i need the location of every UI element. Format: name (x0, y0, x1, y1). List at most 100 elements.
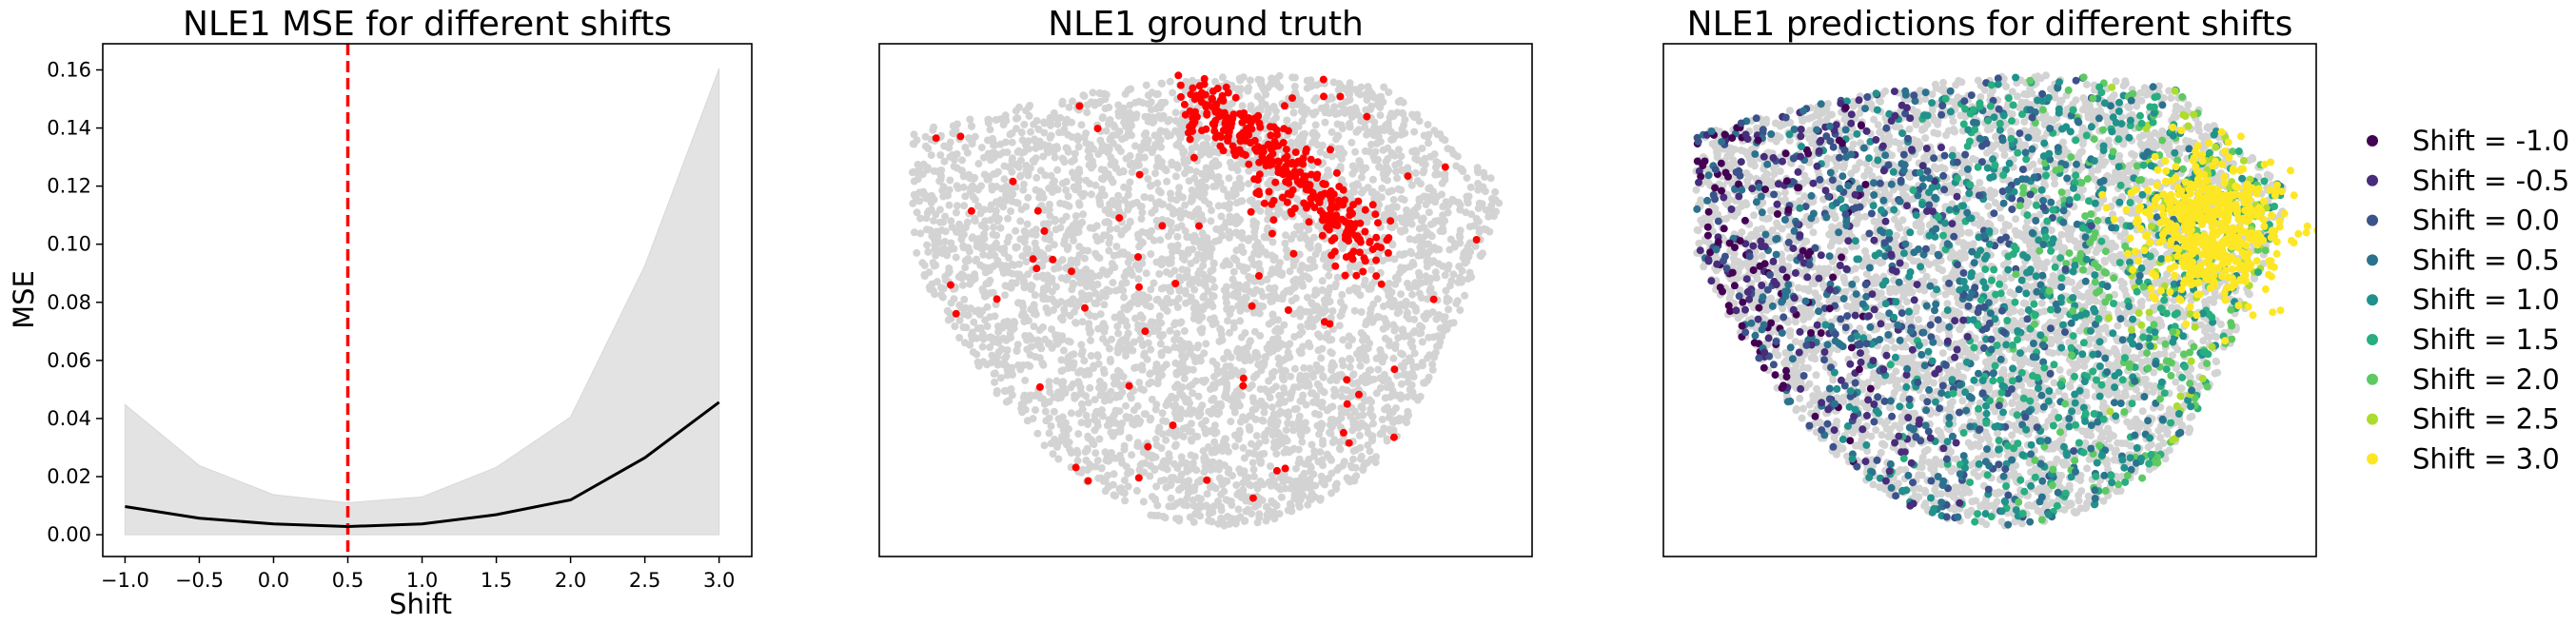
embedding-point (1439, 203, 1447, 211)
embedding-point (1425, 208, 1433, 217)
embedding-point (1163, 465, 1171, 474)
highlighted-point (967, 206, 975, 215)
embedding-point (1044, 244, 1052, 252)
embedding-point (1223, 305, 1231, 313)
embedding-point (1099, 335, 1107, 343)
x-tick-label: 3.0 (703, 569, 735, 592)
highlighted-point (1321, 189, 1328, 198)
embedding-point (1217, 330, 1226, 339)
embedding-point (1431, 268, 1440, 277)
embedding-point (1218, 443, 1227, 452)
embedding-point (953, 182, 961, 190)
embedding-point (1062, 300, 1071, 308)
embedding-point (1094, 324, 1103, 333)
embedding-point (1104, 170, 1112, 179)
embedding-point (1291, 73, 1299, 82)
embedding-point (1147, 250, 1155, 259)
embedding-point (1348, 162, 1357, 170)
embedding-point (1416, 322, 1425, 330)
highlighted-point (1255, 158, 1264, 166)
embedding-point (1347, 461, 1355, 470)
embedding-point (1131, 113, 1140, 122)
embedding-point (1368, 318, 1377, 326)
highlighted-point (1298, 156, 1306, 165)
embedding-point (1166, 326, 1174, 335)
embedding-point (1426, 247, 1434, 256)
embedding-point (970, 318, 978, 326)
embedding-point (1237, 85, 1245, 93)
highlighted-point (1075, 102, 1084, 110)
embedding-point (1105, 456, 1113, 464)
embedding-point (1415, 197, 1424, 205)
embedding-point (1080, 189, 1089, 198)
embedding-point (1200, 251, 1208, 260)
embedding-point (1238, 102, 1247, 110)
embedding-point (1199, 270, 1208, 279)
embedding-point (1209, 265, 1217, 274)
embedding-point (1329, 78, 1338, 87)
embedding-point (1324, 166, 1332, 174)
embedding-point (1340, 458, 1348, 466)
embedding-point (1095, 435, 1104, 443)
x-tick-label: 0.0 (258, 569, 289, 592)
highlighted-point (1211, 116, 1220, 125)
embedding-point (1321, 300, 1329, 308)
embedding-point (994, 327, 1003, 336)
embedding-point (1368, 432, 1377, 440)
embedding-point (937, 283, 945, 292)
embedding-point (1332, 485, 1341, 493)
embedding-point (1071, 149, 1079, 158)
highlighted-point (1093, 125, 1102, 133)
embedding-point (1279, 384, 1288, 392)
embedding-point (1456, 233, 1465, 242)
embedding-point (1327, 403, 1335, 412)
embedding-point (1268, 510, 1276, 518)
embedding-point (1366, 447, 1374, 456)
embedding-point (1312, 361, 1321, 369)
embedding-point (1053, 120, 1062, 128)
highlighted-point (1191, 107, 1199, 116)
embedding-point (1399, 98, 1407, 107)
embedding-point (1336, 163, 1345, 171)
embedding-point (1059, 378, 1068, 386)
embedding-point (1314, 245, 1323, 254)
embedding-point (1153, 179, 1162, 187)
embedding-point (1002, 352, 1011, 361)
highlighted-point (1313, 170, 1322, 179)
embedding-point (915, 197, 924, 205)
embedding-point (1091, 411, 1099, 420)
embedding-point (1389, 419, 1397, 427)
embedding-point (1408, 258, 1417, 266)
embedding-point (1143, 449, 1151, 458)
embedding-point (1220, 366, 1228, 375)
embedding-point (1366, 147, 1373, 156)
embedding-point (1123, 414, 1131, 422)
embedding-point (1152, 482, 1161, 491)
embedding-point (1079, 210, 1088, 219)
embedding-point (1197, 328, 1206, 337)
highlighted-point (1343, 376, 1351, 384)
embedding-point (1404, 213, 1412, 222)
embedding-point (1365, 127, 1372, 136)
embedding-point (1140, 130, 1149, 139)
highlighted-point (1274, 142, 1283, 150)
embedding-point (1057, 356, 1066, 364)
embedding-point (1289, 426, 1298, 435)
embedding-point (1358, 188, 1366, 197)
embedding-point (1217, 212, 1226, 221)
embedding-point (1247, 105, 1255, 113)
embedding-point (1229, 254, 1238, 263)
embedding-point (1224, 317, 1231, 325)
embedding-point (985, 115, 993, 124)
embedding-point (1182, 299, 1190, 307)
highlighted-point (1289, 249, 1298, 258)
embedding-point (1230, 431, 1239, 439)
highlighted-point (1374, 219, 1382, 227)
embedding-point (1041, 407, 1050, 416)
highlighted-point (1280, 102, 1288, 110)
embedding-point (1213, 410, 1222, 419)
embedding-point (1370, 156, 1379, 165)
embedding-point (1106, 344, 1113, 353)
embedding-point (1228, 501, 1236, 509)
